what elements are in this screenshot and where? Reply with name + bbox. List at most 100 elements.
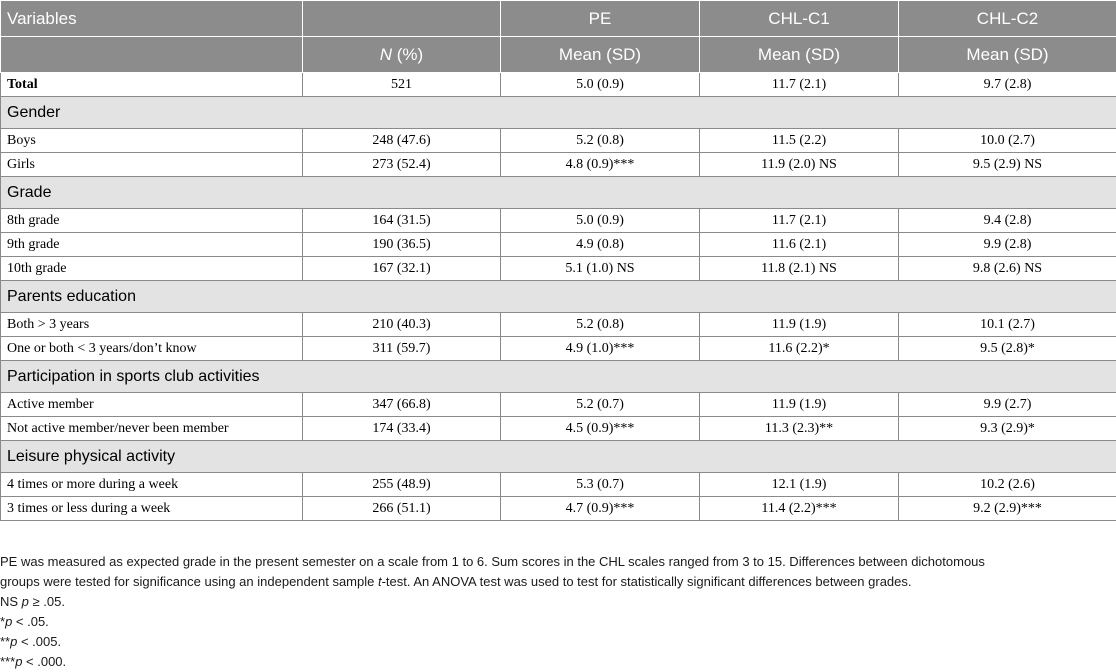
cell-chl-c2: 10.0 (2.7) xyxy=(899,129,1116,153)
section-title: Gender xyxy=(1,97,1116,129)
row-label: Girls xyxy=(1,153,303,177)
cell-n: 174 (33.4) xyxy=(303,417,501,441)
footnote-ns-a: NS xyxy=(0,594,22,609)
cell-pe: 4.7 (0.9)*** xyxy=(501,497,700,521)
cell-chl-c1: 11.6 (2.2)* xyxy=(700,337,899,361)
row-label: Not active member/never been member xyxy=(1,417,303,441)
header-n-label: N xyxy=(380,45,392,64)
cell-chl-c1: 11.3 (2.3)** xyxy=(700,417,899,441)
cell-chl-c1: 11.5 (2.2) xyxy=(700,129,899,153)
header-blank xyxy=(1,37,303,73)
header-mean-sd-chl2: Mean (SD) xyxy=(899,37,1116,73)
header-mean-sd-pe: Mean (SD) xyxy=(501,37,700,73)
cell-n: 167 (32.1) xyxy=(303,257,501,281)
header-empty xyxy=(303,1,501,37)
cell-chl-c2: 9.8 (2.6) NS xyxy=(899,257,1116,281)
header-row-1: Variables PE CHL-C1 CHL-C2 xyxy=(1,1,1116,37)
cell-chl-c1: 11.4 (2.2)*** xyxy=(700,497,899,521)
cell-chl-c1: 11.9 (2.0) NS xyxy=(700,153,899,177)
section-row: Parents education xyxy=(1,281,1116,313)
row-label: 4 times or more during a week xyxy=(1,473,303,497)
cell-pe: 5.2 (0.7) xyxy=(501,393,700,417)
cell-n: 521 xyxy=(303,73,501,97)
cell-chl-c2: 9.7 (2.8) xyxy=(899,73,1116,97)
section-title: Participation in sports club activities xyxy=(1,361,1116,393)
cell-chl-c2: 9.9 (2.7) xyxy=(899,393,1116,417)
footnote-line-2b: -test. An ANOVA test was used to test fo… xyxy=(382,574,912,589)
cell-chl-c1: 11.9 (1.9) xyxy=(700,313,899,337)
cell-chl-c1: 12.1 (1.9) xyxy=(700,473,899,497)
footnote-sig-3: ***p < .000. xyxy=(0,652,1116,672)
cell-pe: 4.5 (0.9)*** xyxy=(501,417,700,441)
cell-chl-c2: 10.2 (2.6) xyxy=(899,473,1116,497)
cell-pe: 5.2 (0.8) xyxy=(501,313,700,337)
cell-n: 210 (40.3) xyxy=(303,313,501,337)
footnote-s2-a: ** xyxy=(0,634,10,649)
footnote-s1-b: < .05. xyxy=(12,614,49,629)
cell-chl-c2: 9.9 (2.8) xyxy=(899,233,1116,257)
footnote-s3-a: *** xyxy=(0,654,15,669)
footnote-ns: NS p ≥ .05. xyxy=(0,592,1116,612)
cell-chl-c2: 9.5 (2.9) NS xyxy=(899,153,1116,177)
cell-chl-c1: 11.7 (2.1) xyxy=(700,73,899,97)
cell-n: 255 (48.9) xyxy=(303,473,501,497)
row-label: Boys xyxy=(1,129,303,153)
row-label: Both > 3 years xyxy=(1,313,303,337)
cell-chl-c1: 11.8 (2.1) NS xyxy=(700,257,899,281)
cell-n: 273 (52.4) xyxy=(303,153,501,177)
footnote-ns-p: p xyxy=(22,594,29,609)
header-chl-c1: CHL-C1 xyxy=(700,1,899,37)
row-label: 3 times or less during a week xyxy=(1,497,303,521)
header-mean-sd-chl1: Mean (SD) xyxy=(700,37,899,73)
footnote-ns-b: ≥ .05. xyxy=(29,594,65,609)
cell-pe: 4.8 (0.9)*** xyxy=(501,153,700,177)
table-footnotes: PE was measured as expected grade in the… xyxy=(0,552,1116,672)
row-label: Total xyxy=(1,73,303,97)
section-row: Participation in sports club activities xyxy=(1,361,1116,393)
footnote-sig-1: *p < .05. xyxy=(0,612,1116,632)
cell-chl-c2: 10.1 (2.7) xyxy=(899,313,1116,337)
cell-chl-c2: 9.4 (2.8) xyxy=(899,209,1116,233)
cell-n: 190 (36.5) xyxy=(303,233,501,257)
cell-pe: 4.9 (0.8) xyxy=(501,233,700,257)
cell-chl-c2: 9.2 (2.9)*** xyxy=(899,497,1116,521)
header-n-suffix: (%) xyxy=(392,45,423,64)
header-pe: PE xyxy=(501,1,700,37)
footnote-s3-b: < .000. xyxy=(22,654,66,669)
cell-pe: 5.3 (0.7) xyxy=(501,473,700,497)
cell-n: 248 (47.6) xyxy=(303,129,501,153)
cell-pe: 5.0 (0.9) xyxy=(501,209,700,233)
footnote-sig-2: **p < .005. xyxy=(0,632,1116,652)
row-label: 9th grade xyxy=(1,233,303,257)
section-row: Gender xyxy=(1,97,1116,129)
cell-chl-c1: 11.6 (2.1) xyxy=(700,233,899,257)
cell-chl-c1: 11.7 (2.1) xyxy=(700,209,899,233)
section-row: Grade xyxy=(1,177,1116,209)
row-label: 10th grade xyxy=(1,257,303,281)
footnote-line-1: PE was measured as expected grade in the… xyxy=(0,552,1116,572)
row-label: One or both < 3 years/don’t know xyxy=(1,337,303,361)
cell-pe: 5.1 (1.0) NS xyxy=(501,257,700,281)
footnote-line-2a: groups were tested for significance usin… xyxy=(0,574,378,589)
cell-pe: 4.9 (1.0)*** xyxy=(501,337,700,361)
cell-chl-c2: 9.5 (2.8)* xyxy=(899,337,1116,361)
section-row: Leisure physical activity xyxy=(1,441,1116,473)
header-variables: Variables xyxy=(1,1,303,37)
cell-chl-c1: 11.9 (1.9) xyxy=(700,393,899,417)
section-title: Parents education xyxy=(1,281,1116,313)
cell-chl-c2: 9.3 (2.9)* xyxy=(899,417,1116,441)
footnote-s2-b: < .005. xyxy=(17,634,61,649)
table-row-total: Total 521 5.0 (0.9) 11.7 (2.1) 9.7 (2.8) xyxy=(1,73,1116,97)
cell-n: 164 (31.5) xyxy=(303,209,501,233)
cell-n: 311 (59.7) xyxy=(303,337,501,361)
section-title: Grade xyxy=(1,177,1116,209)
